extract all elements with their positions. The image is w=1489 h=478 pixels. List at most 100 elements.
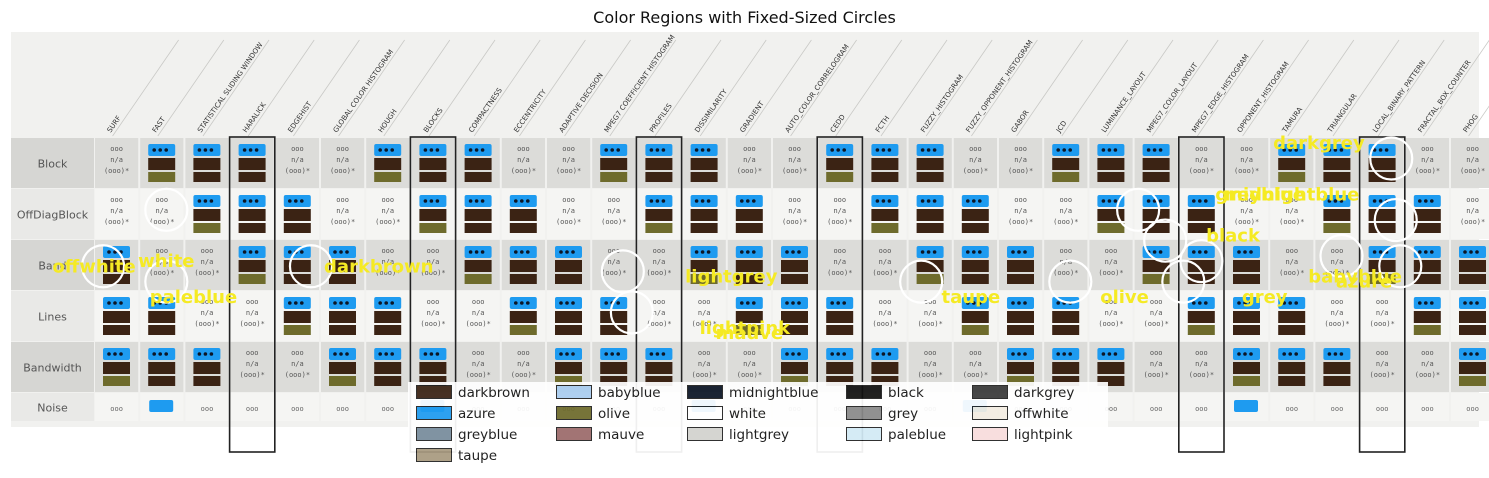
legend-item: mauve [556,426,644,444]
cell-marker [781,311,808,323]
legend-item: midnightblue [687,384,818,402]
cell-dot [1288,148,1292,152]
cell-dot [526,199,530,203]
column-highlight-box [228,136,276,453]
cell-text: n/a [1331,258,1344,266]
cell-text: (ooo)* [285,167,310,175]
cell-text: n/a [1150,309,1163,317]
header-divider [293,39,360,137]
table-cell [411,291,455,341]
cell-marker [1233,260,1260,272]
cell-text: (ooo)* [1370,320,1395,328]
cell-marker [329,274,356,284]
legend: darkbrown azure greyblue taupe babyblue olive… [408,382,1108,470]
header-divider [1287,39,1355,137]
cell-text: ooo [969,145,982,153]
cell-dot [1146,199,1151,203]
cell-text: ooo [381,247,394,255]
cell-marker [1278,325,1306,335]
cell-text: ooo [924,349,937,357]
cell-marker [103,376,130,386]
cell-marker [1007,376,1034,386]
color-label: darkgrey [1273,133,1365,154]
cell-text: n/a [246,360,259,368]
table-cell [230,342,274,392]
cell-text: (ooo)* [1098,320,1123,328]
cell-text: ooo [336,405,349,413]
cell-dot [1062,148,1066,152]
legend-item: taupe [416,447,497,465]
cell-dot [978,250,982,254]
cell-marker [238,158,266,170]
cell-dot [565,250,569,254]
cell-dot [875,352,880,356]
cell-text: ooo [1285,196,1298,204]
cell-dot [254,199,259,203]
cell-marker [1413,274,1441,284]
cell-text: n/a [110,207,123,215]
cell-dot [197,352,202,356]
cell-text: n/a [291,156,304,164]
table-cell [1270,393,1314,421]
cell-dot [526,301,530,305]
cell-marker [1323,223,1351,233]
cell-dot [1101,352,1106,356]
cell-text: n/a [427,258,440,266]
cell-text: (ooo)* [1008,218,1033,226]
table-cell [95,189,139,239]
cell-text: (ooo)* [737,371,762,379]
header-divider [383,39,451,137]
cell-text: n/a [517,360,530,368]
table-cell [275,138,319,188]
cell-dot [1146,148,1151,152]
table-cell [547,189,591,239]
cell-text: n/a [201,309,214,317]
cell-marker [826,362,854,374]
cell-text: n/a [336,207,349,215]
cell-dot [694,250,699,254]
cell-text: ooo [1195,145,1208,153]
cell-marker [1459,274,1486,284]
circle-marker [1378,244,1423,289]
cell-dot [1017,250,1021,254]
table-cell [1315,393,1359,421]
cell-text: ooo [1285,405,1298,413]
cell-text: n/a [653,258,666,266]
color-label: azure [1336,272,1393,293]
cell-text: (ooo)* [240,371,265,379]
cell-text: n/a [381,258,394,266]
cell-marker [329,260,356,272]
table-cell [863,291,907,341]
cell-dot [978,301,982,305]
cell-marker [1007,260,1034,272]
cell-dot [1463,352,1467,356]
cell-text: ooo [110,196,123,204]
cell-dot [1378,148,1383,152]
legend-label: darkbrown [458,385,530,401]
cell-text: ooo [1150,298,1163,306]
cell-dot [384,301,389,305]
cell-dot [1101,199,1106,203]
cell-dot [203,148,208,152]
cell-dot [1113,199,1118,203]
cell-marker [1142,172,1170,182]
table-cell [411,240,455,290]
table-cell [953,138,997,188]
cell-dot [480,148,485,152]
cell-text: ooo [517,349,530,357]
cell-marker [1142,209,1170,221]
row-labels: Block OffDiagBlock Band Lines Bandwidth Noise [11,138,94,421]
cell-dot [746,199,750,203]
table-cell [185,291,229,341]
cell-dot [887,199,892,203]
cell-dot [1372,250,1377,254]
cell-marker [871,223,899,233]
cell-text: (ooo)* [1415,371,1440,379]
legend-item: black [846,384,924,402]
cell-text: ooo [879,247,892,255]
cell-marker [1368,158,1396,170]
cell-dot [514,250,518,254]
cell-text: n/a [879,309,892,317]
cell-text: (ooo)* [963,371,988,379]
cell-marker [374,362,402,374]
